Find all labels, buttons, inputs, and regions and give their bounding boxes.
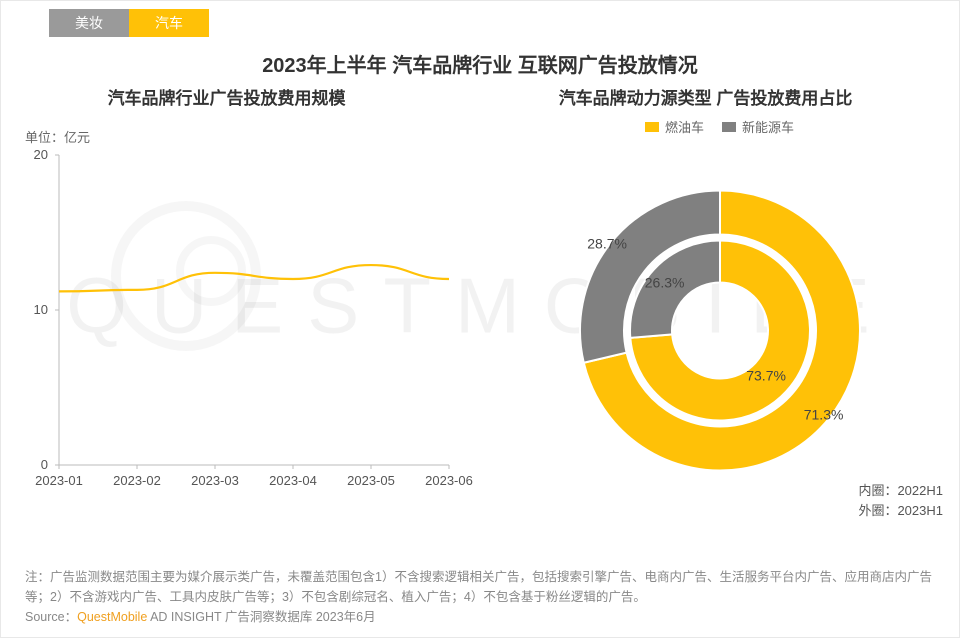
legend-swatch — [722, 122, 736, 132]
line-chart: 单位：亿元 0 10 20 2023-01 2023-02 2023-03 2023-04… — [1, 109, 480, 539]
source-prefix: Source： — [25, 610, 77, 624]
footer-notes: 注：广告监测数据范围主要为媒介展示类广告，未覆盖范围包含1）不含搜索逻辑相关广告… — [25, 567, 935, 627]
y-tick-label: 10 — [18, 302, 48, 317]
donut-chart-svg — [560, 170, 880, 490]
legend-item-1: 新能源车 — [722, 117, 794, 136]
x-tick-label: 2023-05 — [336, 473, 406, 488]
source-line: Source：QuestMobile AD INSIGHT 广告洞察数据库 20… — [25, 607, 935, 627]
x-tick-label: 2023-04 — [258, 473, 328, 488]
footnote-text: 注：广告监测数据范围主要为媒介展示类广告，未覆盖范围包含1）不含搜索逻辑相关广告… — [25, 567, 935, 607]
tab-auto[interactable]: 汽车 — [129, 9, 209, 37]
donut-svg-wrap: 73.7% 26.3% 71.3% 28.7% — [560, 170, 880, 495]
outer-segment-label-0: 71.3% — [804, 407, 844, 423]
tab-beauty[interactable]: 美妆 — [49, 9, 129, 37]
source-rest: AD INSIGHT 广告洞察数据库 2023年6月 — [147, 610, 375, 624]
x-tick-label: 2023-06 — [414, 473, 484, 488]
donut-legend: 燃油车 新能源车 — [480, 117, 959, 136]
subtitle-left: 汽车品牌行业广告投放费用规模 — [108, 84, 346, 109]
legend-swatch — [645, 122, 659, 132]
y-tick-label: 0 — [18, 457, 48, 472]
inner-ring-note: 内圈：2022H1 — [858, 480, 943, 499]
category-tabs: 美妆 汽车 — [1, 1, 959, 37]
subtitle-row: 汽车品牌行业广告投放费用规模 汽车品牌动力源类型 广告投放费用占比 — [1, 84, 959, 109]
outer-ring-note: 外圈：2023H1 — [858, 500, 943, 519]
charts-row: 单位：亿元 0 10 20 2023-01 2023-02 2023-03 2023-04… — [1, 109, 959, 539]
outer-segment-label-1: 28.7% — [587, 235, 627, 251]
x-tick-label: 2023-03 — [180, 473, 250, 488]
report-panel: 美妆 汽车 2023年上半年 汽车品牌行业 互联网广告投放情况 汽车品牌行业广告… — [0, 0, 960, 638]
inner-segment-label-1: 26.3% — [645, 274, 685, 290]
y-tick-label: 20 — [18, 147, 48, 162]
subtitle-right: 汽车品牌动力源类型 广告投放费用占比 — [559, 84, 853, 109]
x-tick-label: 2023-02 — [102, 473, 172, 488]
legend-item-0: 燃油车 — [645, 117, 704, 136]
x-tick-label: 2023-01 — [24, 473, 94, 488]
donut-chart: 燃油车 新能源车 73.7% 26.3% 71.3% 28.7% 内圈：2022H1 外… — [480, 109, 959, 539]
inner-segment-label-0: 73.7% — [746, 368, 786, 384]
source-brand: QuestMobile — [77, 610, 147, 624]
legend-label: 新能源车 — [742, 117, 794, 136]
y-axis-unit: 单位：亿元 — [25, 127, 90, 146]
page-title: 2023年上半年 汽车品牌行业 互联网广告投放情况 — [1, 49, 959, 78]
line-chart-svg — [49, 145, 459, 485]
legend-label: 燃油车 — [665, 117, 704, 136]
